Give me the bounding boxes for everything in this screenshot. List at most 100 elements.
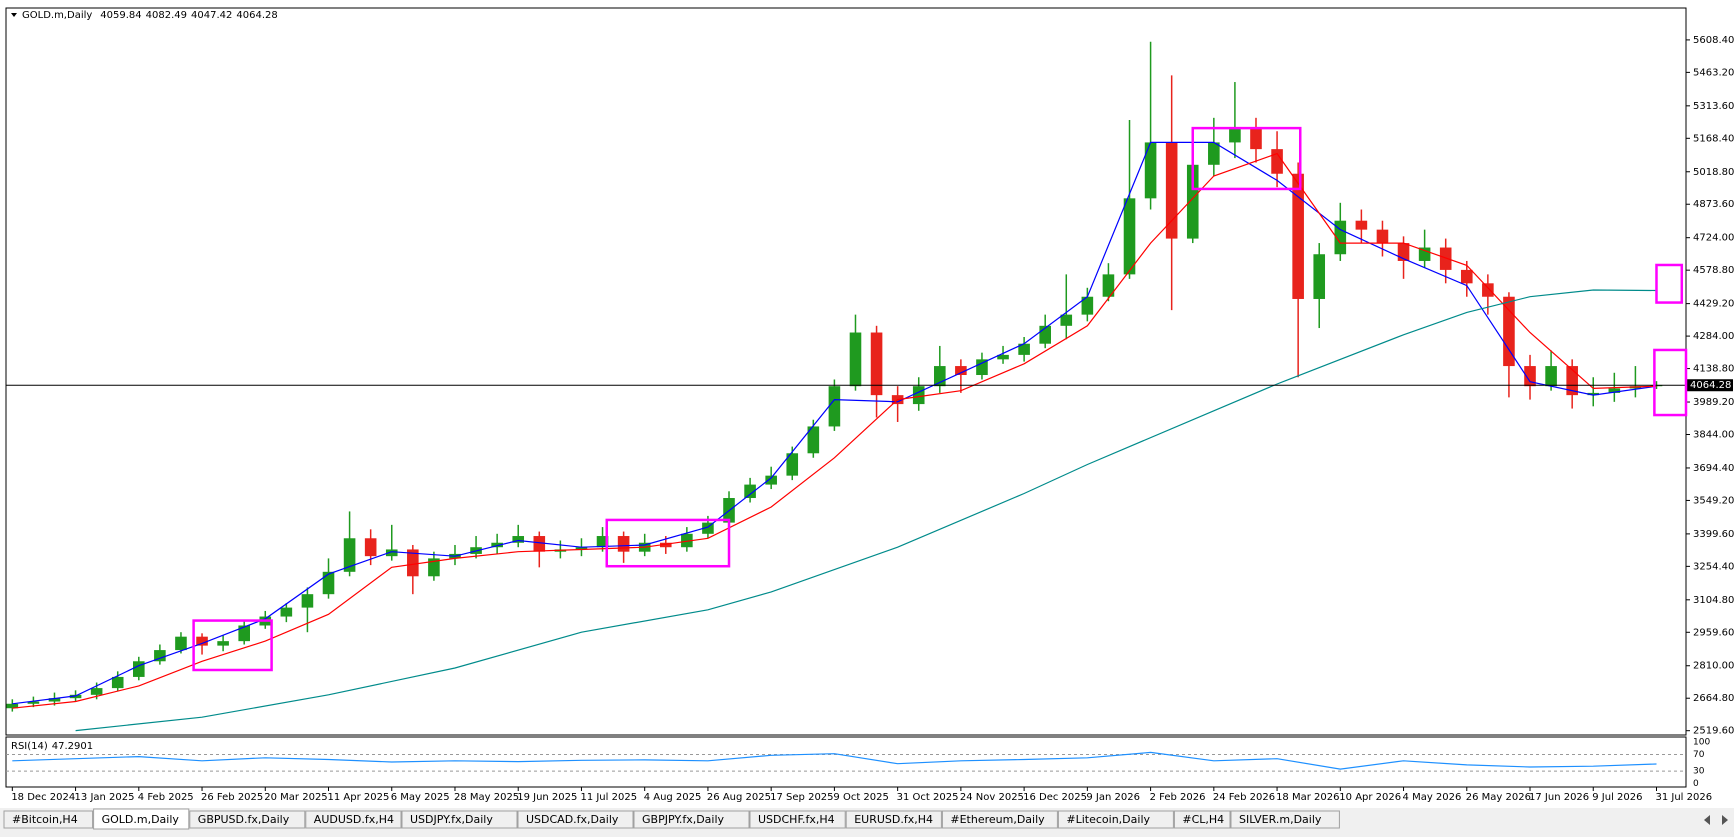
price-tag [1687,379,1733,392]
candle-body [934,366,946,387]
x-tick-label: 4 Feb 2025 [138,792,194,803]
candle-body [997,354,1009,360]
tab-label[interactable]: AUDUSD.fx,H4 [314,813,394,826]
y-tick-label: 4429.20 [1693,299,1734,310]
tab[interactable] [401,810,518,829]
candle-body [870,332,883,396]
candle-body [238,625,250,642]
tab-label[interactable]: #CL,H4 [1182,813,1224,826]
tab[interactable] [845,810,942,829]
tab-label[interactable]: SILVER.m,Daily [1239,813,1322,826]
tab[interactable] [305,810,402,829]
tab-label[interactable]: USDCAD.fx,Daily [526,813,619,826]
candle-body [807,426,820,454]
candle-body [1313,254,1326,299]
price-tag-label: 4064.28 [1690,380,1731,391]
candle-body [1271,149,1283,174]
candle-body [1397,243,1410,261]
candle-body [1102,274,1115,297]
candle-body [6,703,19,709]
candle-body [955,366,967,376]
highlight-box [1191,126,1302,191]
rsi-tick-label: 0 [1693,779,1699,789]
tab-label[interactable]: #Ethereum,Daily [950,813,1045,826]
candle-body [659,542,672,548]
candle-body [1208,142,1220,165]
x-tick-label: 20 Mar 2025 [264,792,327,803]
candle-body [1039,325,1051,344]
highlight-box [1655,263,1684,304]
tab-label[interactable]: GBPJPY.fx,Daily [642,813,725,826]
tab-scroll-right[interactable] [1722,815,1728,825]
x-tick-label: 24 Nov 2025 [960,792,1024,803]
rsi-pane [5,736,1687,788]
x-tick-label: 9 Jan 2026 [1086,792,1140,803]
candle-body [1376,229,1389,244]
candle-body [280,607,293,617]
ma-line [12,141,1657,705]
tab-label[interactable]: GOLD.m,Daily [102,813,180,826]
candle-body [1482,283,1494,297]
tab[interactable] [1173,810,1231,829]
x-tick-label: 4 Aug 2025 [644,792,702,803]
y-tick-label: 3254.40 [1693,561,1734,572]
candle-body [849,332,862,387]
candle-body [1144,142,1157,199]
x-tick-label: 26 Feb 2025 [201,792,263,803]
rsi-line [12,751,1657,770]
tab[interactable] [93,808,190,830]
x-tick-label: 9 Jul 2026 [1592,792,1642,803]
tab[interactable] [3,810,94,829]
y-tick-label: 3844.00 [1693,429,1734,440]
candle-body [27,701,40,704]
candle-body [217,641,229,646]
candle-body [428,558,440,577]
x-tick-label: 4 May 2026 [1403,792,1462,803]
candle-body [1460,269,1473,284]
candle-body [1545,366,1557,387]
x-tick-label: 18 Dec 2024 [11,792,75,803]
ma-line [12,152,1657,709]
x-tick-label: 26 Aug 2025 [707,792,771,803]
y-tick-label: 4578.80 [1693,265,1734,276]
highlight-box [605,518,731,568]
candle-body [744,484,756,499]
candle-body [1018,343,1030,355]
candle-body [1566,366,1578,396]
y-tick-label: 3399.60 [1693,529,1734,540]
y-tick-label: 4138.80 [1693,364,1734,375]
tab-label[interactable]: USDCHF.fx,H4 [758,813,835,826]
tab[interactable] [941,810,1058,829]
candle-body [533,536,546,552]
tab-label[interactable]: #Bitcoin,H4 [12,813,78,826]
tab-scroll-left[interactable] [1704,815,1710,825]
candle-body [1292,173,1304,299]
tab[interactable] [1057,810,1174,829]
candle-body [385,549,398,557]
tab-label[interactable]: EURUSD.fx,H4 [854,813,933,826]
rsi-tick-label: 30 [1693,767,1705,777]
tab-label[interactable]: USDJPY.fx,Daily [410,813,493,826]
x-tick-label: 19 Jun 2025 [517,792,577,803]
tab[interactable] [1230,810,1340,829]
y-tick-label: 3694.40 [1693,463,1734,474]
tab-label[interactable]: GBPUSD.fx,Daily [198,813,290,826]
candle-body [364,538,377,557]
candle-body [1334,220,1347,255]
candle-body [343,538,356,572]
candle-body [1503,296,1515,367]
tab-label[interactable]: #Litecoin,Daily [1066,813,1150,826]
x-tick-label: 31 Oct 2025 [897,792,959,803]
y-tick-label: 2519.60 [1693,726,1734,737]
highlight-box [1653,348,1688,417]
tab[interactable] [749,810,846,829]
candle-body [491,542,503,548]
tab[interactable] [633,810,750,829]
candle-body [765,475,777,485]
tab[interactable] [189,810,306,829]
tab[interactable] [517,810,634,829]
candle-body [196,636,208,646]
